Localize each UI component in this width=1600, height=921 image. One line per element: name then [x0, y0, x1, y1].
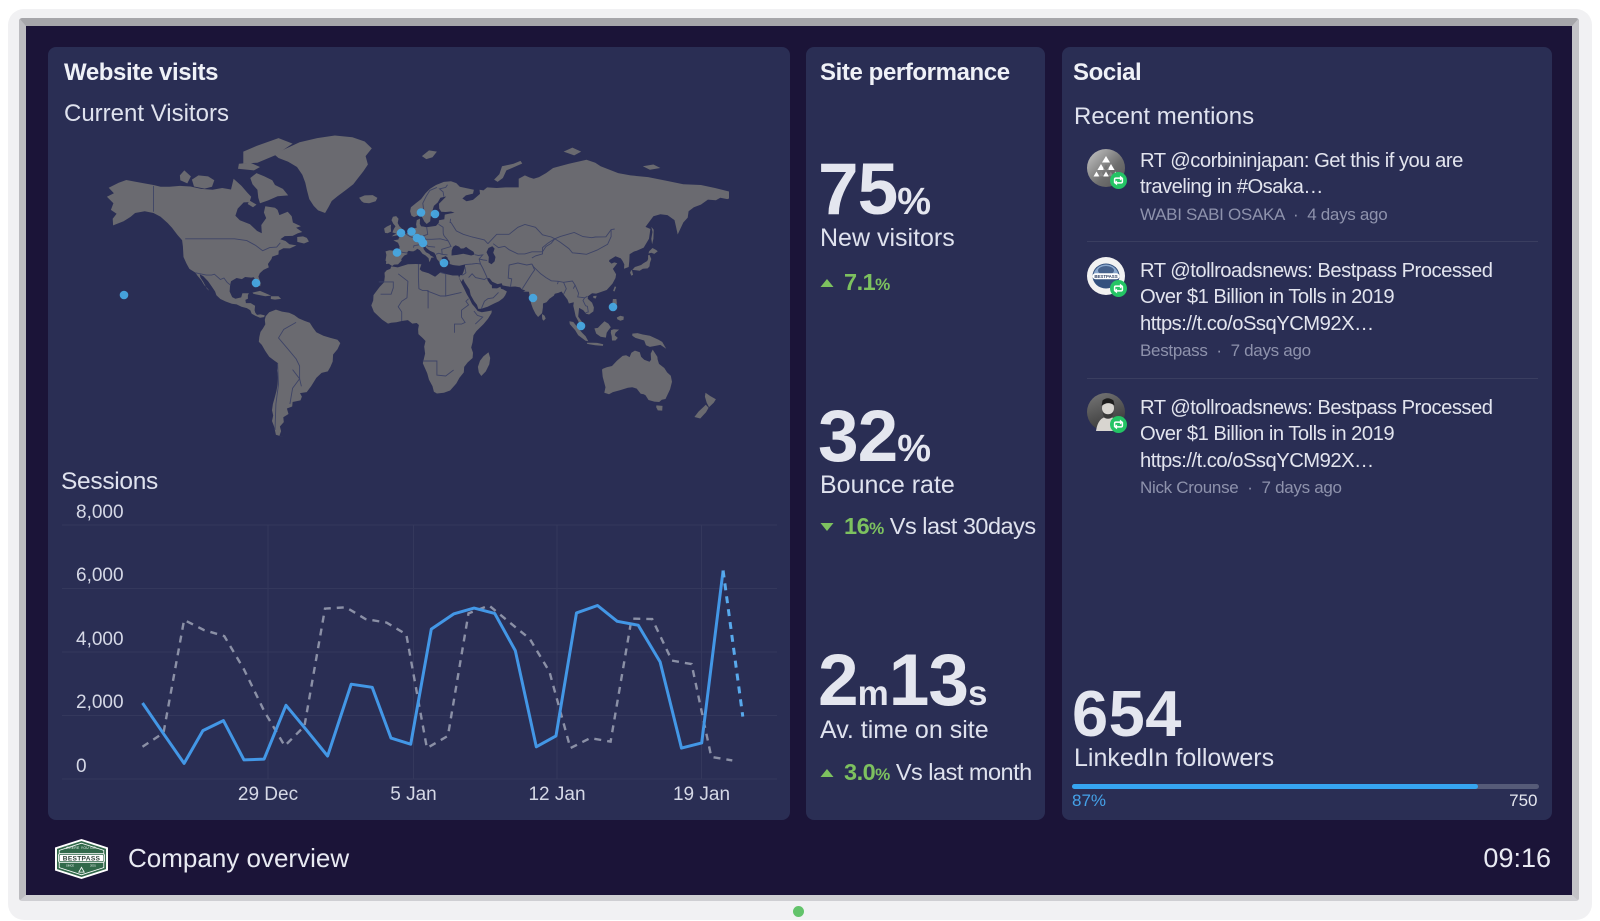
svg-text:2001: 2001: [90, 863, 96, 867]
svg-text:WHERE YOU GO.: WHERE YOU GO.: [66, 846, 98, 850]
svg-text:SINCE: SINCE: [66, 863, 74, 867]
svg-text:BESTPASS: BESTPASS: [63, 856, 101, 863]
svg-text:BESTPASS: BESTPASS: [1094, 274, 1117, 279]
